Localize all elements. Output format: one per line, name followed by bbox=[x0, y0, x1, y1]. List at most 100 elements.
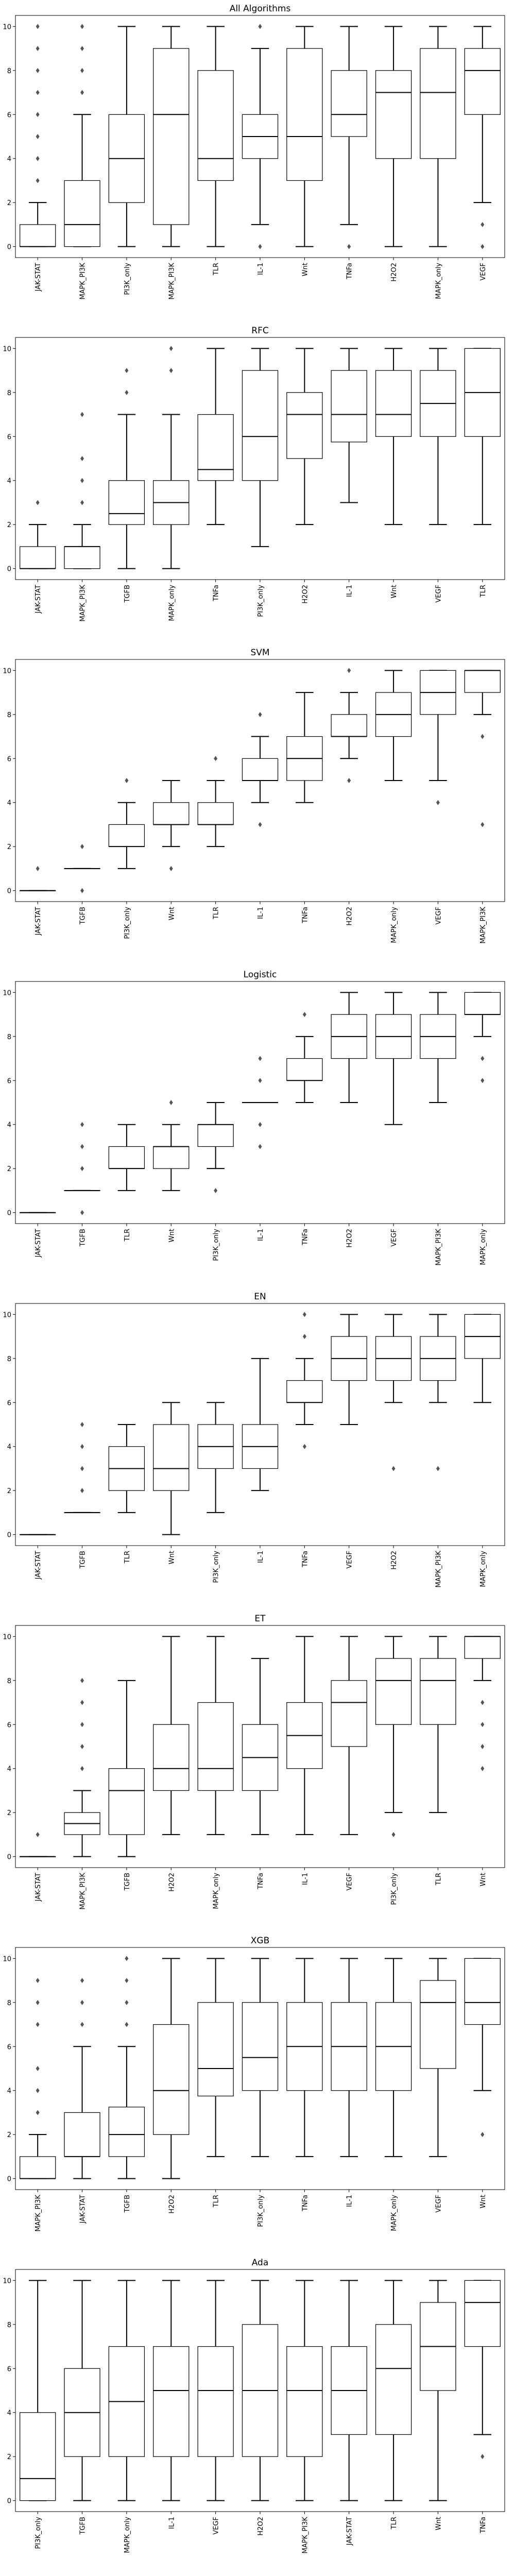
y-tick-label: 8 bbox=[7, 1999, 11, 2007]
box-10: VEGF bbox=[464, 26, 501, 281]
box-body bbox=[20, 2412, 56, 2501]
box-body bbox=[464, 670, 501, 693]
box-body bbox=[242, 2002, 279, 2091]
outlier-point bbox=[80, 1210, 84, 1215]
box-10: TLR bbox=[464, 348, 501, 598]
box-0: JAK-STAT bbox=[20, 1534, 56, 1580]
x-tick-label: MAPK_PI3K bbox=[35, 2195, 42, 2232]
outlier-point bbox=[80, 1444, 84, 1449]
x-tick-label: Wnt bbox=[435, 2517, 442, 2530]
box-4: MAPK_only bbox=[197, 1636, 234, 1909]
box-body bbox=[108, 2107, 145, 2157]
box-4: TLR bbox=[197, 26, 234, 276]
x-tick-label: TGFB bbox=[124, 2195, 131, 2213]
x-tick-label: MAPK_PI3K bbox=[435, 1551, 442, 1588]
box-7: TNFa bbox=[331, 26, 367, 280]
outlier-point bbox=[36, 67, 40, 73]
y-tick-label: 4 bbox=[7, 478, 11, 485]
x-tick-label: TLR bbox=[435, 1873, 442, 1886]
axes-frame bbox=[15, 15, 505, 258]
x-tick-label: TLR bbox=[479, 585, 487, 598]
subplot-title: XGB bbox=[251, 1936, 269, 1946]
box-4: TLR bbox=[197, 1958, 234, 2208]
box-1: TGFB bbox=[64, 1422, 100, 1569]
outlier-point bbox=[480, 1744, 485, 1749]
x-tick-label: JAK-STAT bbox=[35, 907, 42, 936]
x-tick-label: Wnt bbox=[168, 1551, 176, 1564]
outlier-point bbox=[480, 2132, 485, 2138]
x-tick-label: MAPK_only bbox=[479, 1551, 487, 1587]
box-body bbox=[153, 2346, 190, 2457]
subplot-0: All Algorithms 0 2 4 6 8 10 JAK-STAT MAPK_PI3K PI… bbox=[3, 4, 505, 299]
outlier-point bbox=[80, 888, 84, 893]
box-9: MAPK_PI3K bbox=[420, 1314, 456, 1587]
x-tick-label: TLR bbox=[213, 907, 220, 920]
x-tick-label: IL-1 bbox=[257, 263, 265, 275]
x-tick-label: TNFa bbox=[213, 585, 220, 602]
subplot-title: EN bbox=[254, 1292, 266, 1302]
x-tick-label: VEGF bbox=[346, 1551, 354, 1569]
box-body bbox=[153, 1724, 190, 1791]
box-5: IL-1 bbox=[242, 711, 279, 919]
box-body bbox=[20, 546, 56, 569]
x-tick-label: MAPK_PI3K bbox=[301, 2517, 309, 2554]
box-3: IL-1 bbox=[153, 2280, 190, 2529]
x-tick-label: PI3K_only bbox=[124, 907, 131, 939]
outlier-point bbox=[80, 1700, 84, 1705]
outlier-point bbox=[36, 178, 40, 183]
x-tick-label: TLR bbox=[213, 263, 220, 276]
outlier-point bbox=[480, 1078, 485, 1083]
box-10: TNFa bbox=[464, 2280, 501, 2534]
box-4: TLR bbox=[197, 756, 234, 920]
box-body bbox=[464, 1636, 501, 1659]
x-tick-label: TGFB bbox=[79, 907, 87, 925]
x-tick-label: Wnt bbox=[479, 1873, 487, 1886]
box-1: MAPK_PI3K bbox=[64, 24, 100, 299]
outlier-point bbox=[80, 67, 84, 73]
x-tick-label: MAPK_only bbox=[124, 2517, 131, 2553]
y-tick-label: 0 bbox=[7, 1532, 11, 1539]
outlier-point bbox=[436, 1466, 440, 1471]
box-6: H2O2 bbox=[286, 348, 323, 604]
x-tick-label: MAPK_only bbox=[479, 1229, 487, 1265]
box-2: TGFB bbox=[108, 1956, 145, 2213]
y-tick-label: 2 bbox=[7, 1165, 11, 1173]
box-5: PI3K_only bbox=[242, 348, 279, 617]
outlier-point bbox=[80, 478, 84, 483]
x-tick-label: MAPK_PI3K bbox=[79, 263, 87, 300]
box-body bbox=[64, 2112, 100, 2157]
box-5: PI3K_only bbox=[242, 1958, 279, 2227]
x-tick-label: MAPK_only bbox=[213, 1873, 220, 1909]
box-0: JAK-STAT bbox=[20, 1832, 56, 1902]
outlier-point bbox=[36, 500, 40, 505]
outlier-point bbox=[258, 1122, 262, 1127]
x-tick-label: IL-1 bbox=[257, 907, 265, 919]
x-tick-label: IL-1 bbox=[257, 1229, 265, 1241]
y-tick-label: 4 bbox=[7, 2410, 11, 2417]
y-tick-label: 6 bbox=[7, 433, 11, 441]
outlier-point bbox=[36, 2110, 40, 2115]
box-8: H2O2 bbox=[375, 1314, 412, 1570]
x-tick-label: H2O2 bbox=[301, 585, 309, 604]
box-7: VEGF bbox=[331, 1314, 367, 1569]
box-3: Wnt bbox=[153, 1402, 190, 1564]
x-tick-label: PI3K_only bbox=[213, 1551, 220, 1583]
box-body bbox=[197, 414, 234, 481]
y-tick-label: 10 bbox=[3, 23, 11, 31]
box-10: MAPK_only bbox=[464, 992, 501, 1265]
box-5: IL-1 bbox=[242, 1056, 279, 1241]
box-body bbox=[375, 2324, 412, 2435]
outlier-point bbox=[36, 46, 40, 52]
x-tick-label: Wnt bbox=[390, 585, 398, 598]
outlier-point bbox=[347, 778, 351, 783]
axes-frame bbox=[15, 659, 505, 902]
y-tick-label: 4 bbox=[7, 1766, 11, 1773]
box-0: PI3K_only bbox=[20, 2280, 56, 2549]
box-10: MAPK_only bbox=[464, 1314, 501, 1587]
y-tick-label: 6 bbox=[7, 1721, 11, 1729]
box-body bbox=[197, 802, 234, 825]
box-4: PI3K_only bbox=[197, 1102, 234, 1261]
x-tick-label: H2O2 bbox=[168, 1873, 176, 1892]
y-tick-label: 8 bbox=[7, 2321, 11, 2329]
